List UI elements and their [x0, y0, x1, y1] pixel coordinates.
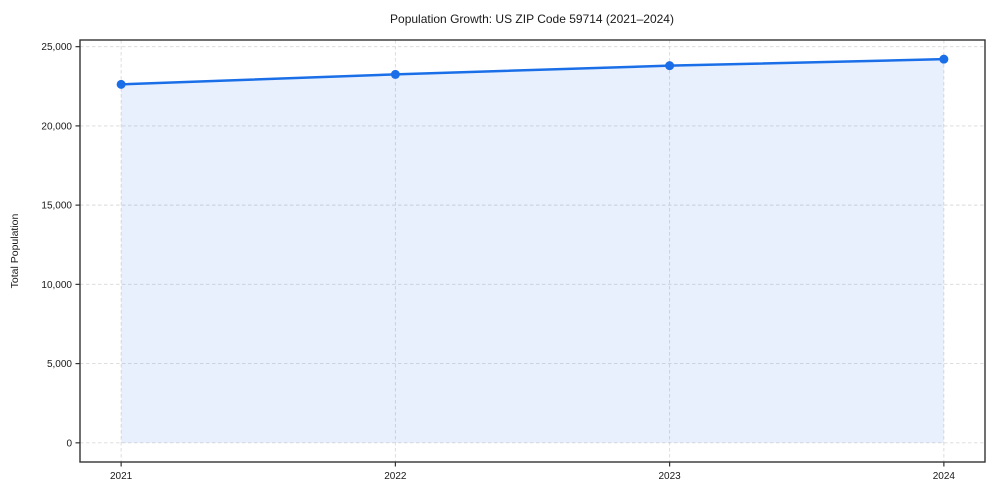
y-tick-label: 5,000: [47, 359, 72, 370]
x-tick-label: 2022: [384, 471, 407, 482]
plot-area: 0 5,000 10,000 15,000 20,000 25,000 2021 2022 20…: [41, 39, 986, 482]
trend-line: [119, 57, 946, 86]
plot-background: [80, 40, 985, 462]
y-tick-label: 10,000: [41, 280, 72, 291]
data-point: [116, 79, 126, 89]
data-point: [939, 54, 949, 64]
y-tick-label: 0: [66, 438, 72, 449]
x-tick-label: 2023: [658, 471, 681, 482]
y-axis-label: Total Population: [9, 213, 21, 288]
y-tick-label: 20,000: [41, 121, 72, 132]
chart-title: Population Growth: US ZIP Code 59714 (20…: [390, 12, 674, 26]
axes-spines: [79, 39, 986, 463]
x-tick-label: 2021: [110, 471, 133, 482]
data-point: [390, 69, 400, 79]
area-fill: [121, 59, 944, 443]
data-point: [665, 61, 675, 71]
x-tick-label: 2024: [933, 471, 956, 482]
y-tick-label: 25,000: [41, 42, 72, 53]
y-tick-label: 15,000: [41, 201, 72, 212]
